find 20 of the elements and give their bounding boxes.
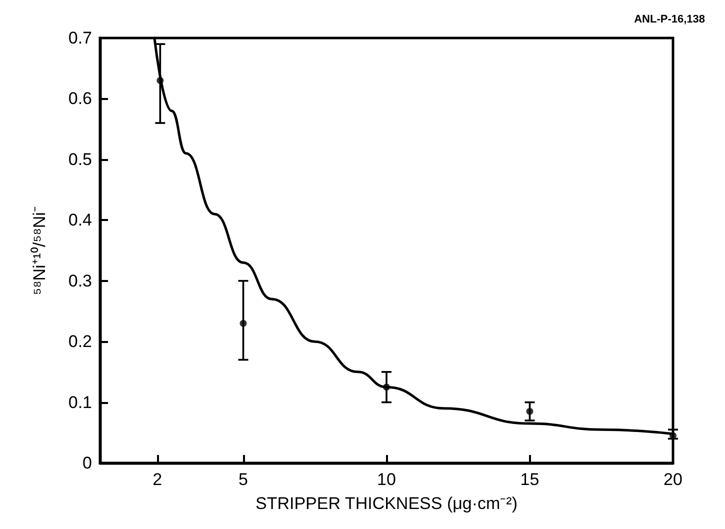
y-tick-label: 0.2 xyxy=(68,332,92,352)
y-tick-label: 0.7 xyxy=(68,28,92,48)
x-tick-label: 5 xyxy=(238,470,248,489)
x-axis-title: STRIPPER THICKNESS (μg·cm⁻²) xyxy=(255,494,518,513)
point xyxy=(526,408,534,415)
y-tick-label: 0 xyxy=(82,454,92,472)
x-tick-label: 10 xyxy=(377,470,396,489)
x-tick-label: 20 xyxy=(664,470,682,489)
text: ANL-P-16,138 xyxy=(634,14,706,26)
y-tick-label: 0.3 xyxy=(68,271,92,290)
point xyxy=(240,320,247,327)
point xyxy=(383,384,390,391)
y-tick-label: 0.6 xyxy=(68,89,92,108)
x-tick-label: 15 xyxy=(520,470,540,489)
y-tick-label: 0.4 xyxy=(68,210,92,230)
y-tick-label: 0.1 xyxy=(68,392,92,412)
y-axis-title: ⁵⁸Ni⁺¹⁰/⁵⁸Ni⁻ xyxy=(30,206,49,295)
y-tick-label: 0.5 xyxy=(68,150,92,169)
point xyxy=(156,77,164,84)
x-tick-label: 2 xyxy=(152,470,162,489)
